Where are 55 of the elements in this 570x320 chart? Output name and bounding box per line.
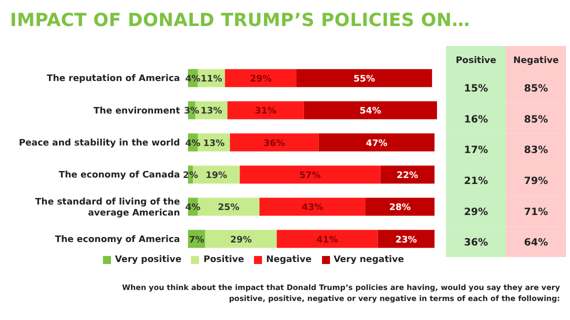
legend-label: Positive [203, 255, 244, 265]
bar [276, 230, 378, 248]
data-label: 36% [464, 238, 488, 249]
y-tick-label: The environment [94, 106, 181, 116]
data-label: 15% [464, 83, 488, 94]
data-label: 83% [524, 145, 548, 156]
data-label: 7% [188, 235, 204, 246]
y-tick-label: Peace and stability in the world [18, 138, 180, 148]
data-label: 13% [200, 106, 222, 117]
y-tick-label: The economy of America [55, 234, 180, 245]
data-label: 25% [218, 203, 240, 214]
data-label: 22% [396, 171, 418, 182]
y-tick-label: The economy of Canada [58, 170, 180, 181]
bar [378, 230, 435, 248]
bar [230, 133, 319, 152]
bar [224, 69, 296, 88]
bar [318, 133, 435, 152]
bar [366, 198, 435, 216]
chart-title: IMPACT OF DONALD TRUMP’S POLICIES ON… [10, 10, 470, 31]
data-label: 19% [206, 171, 228, 182]
bar [380, 166, 435, 184]
data-label: 29% [250, 74, 272, 85]
data-label: 55% [354, 74, 376, 85]
data-label: 54% [360, 106, 382, 117]
bar [205, 230, 277, 248]
data-label: 23% [395, 235, 417, 246]
data-label: 36% [264, 138, 286, 149]
legend-label: Very positive [115, 255, 182, 265]
data-label: 29% [230, 235, 252, 246]
y-tick-label: The standard of living of the average American [35, 197, 180, 218]
data-label: 13% [203, 138, 225, 149]
bar [240, 166, 380, 184]
data-label: 28% [389, 203, 411, 214]
legend-label: Negative [266, 255, 312, 265]
data-label: 85% [524, 114, 548, 126]
bar [304, 101, 437, 120]
data-label: 31% [254, 106, 276, 117]
data-label: 47% [366, 138, 388, 149]
data-label: 43% [302, 203, 324, 214]
data-label: 57% [299, 171, 321, 182]
legend-label: Very negative [334, 255, 404, 265]
data-label: 21% [464, 176, 488, 187]
data-label: 71% [524, 206, 548, 218]
data-label: 64% [524, 238, 548, 249]
data-label: 79% [524, 176, 548, 187]
data-label: 11% [200, 74, 222, 85]
bar [296, 69, 432, 88]
data-label: 17% [464, 145, 488, 156]
data-label: 85% [524, 83, 548, 94]
bar [259, 198, 366, 216]
y-tick-label: The reputation of America [46, 74, 180, 84]
data-label: 29% [464, 206, 488, 218]
data-label: 41% [316, 235, 338, 246]
data-label: 16% [464, 114, 488, 126]
bar [227, 101, 304, 120]
